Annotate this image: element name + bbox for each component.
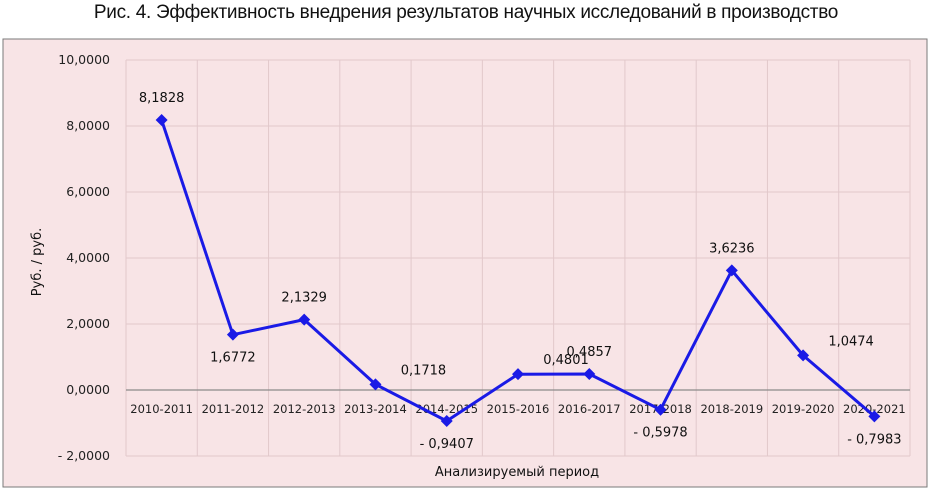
y-tick-label: 6,0000 xyxy=(66,184,110,199)
y-tick-label: 10,0000 xyxy=(58,52,110,67)
data-point xyxy=(155,113,168,126)
data-label: - 0,7983 xyxy=(847,432,901,447)
data-label: - 0,9407 xyxy=(420,437,474,452)
x-tick-label: 2010-2011 xyxy=(130,402,193,416)
x-tick-label: 2012-2013 xyxy=(273,402,336,416)
data-label: 1,0474 xyxy=(828,334,874,349)
data-label: 2,1329 xyxy=(281,291,327,306)
data-label: 3,6236 xyxy=(709,241,755,256)
x-tick-label: 2013-2014 xyxy=(344,402,407,416)
data-label: 0,1718 xyxy=(401,363,447,378)
data-label: 8,1828 xyxy=(139,91,185,106)
chart-title: Рис. 4. Эффективность внедрения результа… xyxy=(93,2,839,23)
x-axis: 2010-2011 2011-2012 2012-2013 2013-2014 2014… xyxy=(130,402,905,416)
data-point xyxy=(583,367,596,380)
y-axis: 10,0000 8,0000 6,0000 4,0000 2,0000 0,0000 - 2… xyxy=(58,52,110,463)
data-point xyxy=(369,378,382,391)
x-tick-label: 2020-2021 xyxy=(843,402,906,416)
data-point xyxy=(226,328,239,341)
data-point xyxy=(725,264,738,277)
y-axis-label: Руб. / руб. xyxy=(30,228,45,296)
x-tick-label: 2011-2012 xyxy=(202,402,265,416)
data-label: 1,6772 xyxy=(210,351,256,366)
x-axis-label: Анализируемый период xyxy=(435,465,599,480)
data-label: 0,4801 xyxy=(543,353,589,368)
data-label: 0,4857 xyxy=(567,345,613,360)
y-tick-label: 4,0000 xyxy=(66,250,110,265)
data-point xyxy=(298,313,311,326)
x-tick-label: 2016-2017 xyxy=(558,402,621,416)
x-tick-label: 2019-2020 xyxy=(772,402,835,416)
x-tick-label: 2015-2016 xyxy=(487,402,550,416)
chart-area xyxy=(2,38,928,488)
data-labels: 8,1828 1,6772 2,1329 0,1718 - 0,9407 0,48010,… xyxy=(139,91,902,452)
data-point xyxy=(440,415,453,428)
data-point xyxy=(512,368,524,381)
series-markers xyxy=(155,113,881,428)
y-tick-label: - 2,0000 xyxy=(58,448,110,463)
data-point xyxy=(797,349,810,362)
x-tick-label: 2018-2019 xyxy=(700,402,763,416)
data-label: - 0,5978 xyxy=(633,426,687,441)
data-point xyxy=(654,403,667,416)
y-tick-label: 0,0000 xyxy=(66,382,110,397)
y-tick-label: 8,0000 xyxy=(66,118,110,133)
data-point xyxy=(868,410,881,423)
y-tick-label: 2,0000 xyxy=(66,316,110,331)
